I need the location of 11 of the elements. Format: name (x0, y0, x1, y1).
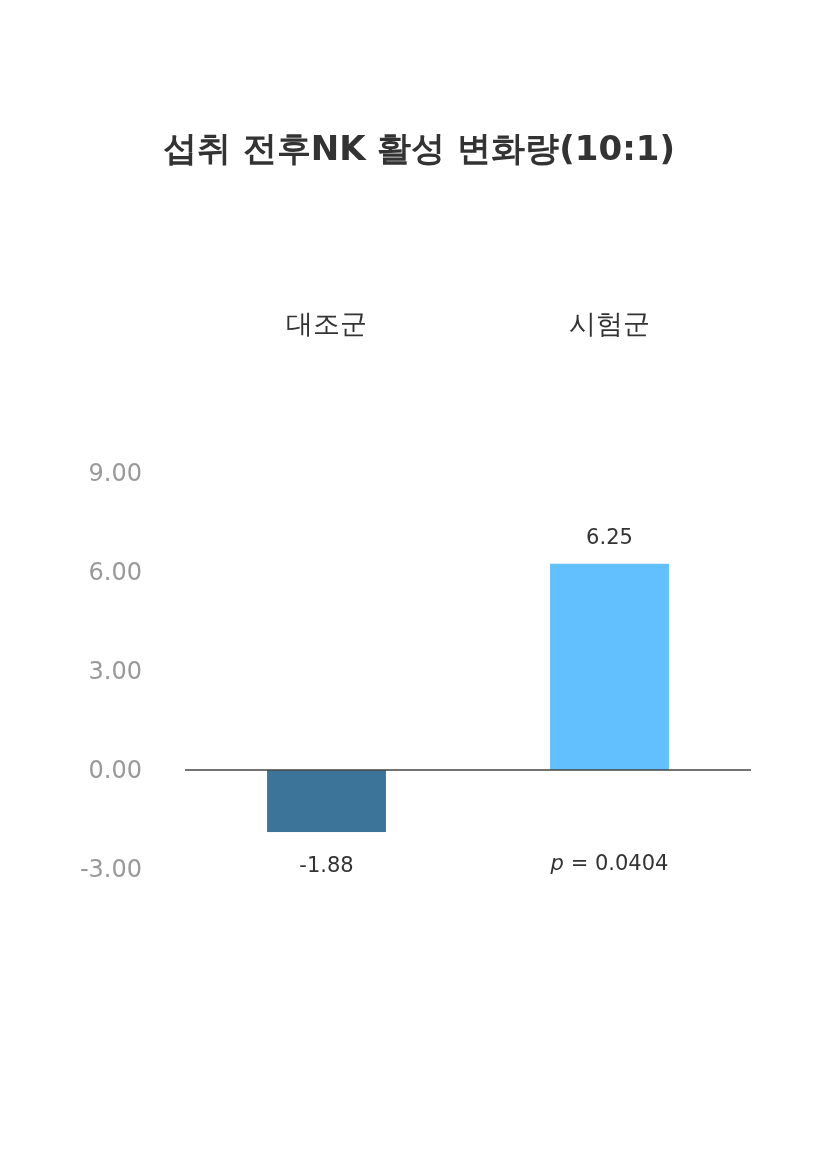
x-tick-label: 대조군 (286, 308, 367, 339)
y-tick-label: 0.00 (88, 756, 142, 785)
y-tick-label: 6.00 (88, 558, 142, 587)
annotation: p = 0.0404 (549, 851, 669, 875)
y-tick-label: 3.00 (88, 657, 142, 686)
x-tick-label: 시험군 (569, 308, 650, 339)
data-label: 6.25 (586, 524, 633, 549)
y-tick-label: 9.00 (88, 459, 142, 488)
data-label: -1.88 (299, 853, 354, 878)
y-tick-label: -3.00 (79, 855, 142, 884)
chart-title: 섭취 전후NK 활성 변화량(10:1) (163, 128, 675, 168)
